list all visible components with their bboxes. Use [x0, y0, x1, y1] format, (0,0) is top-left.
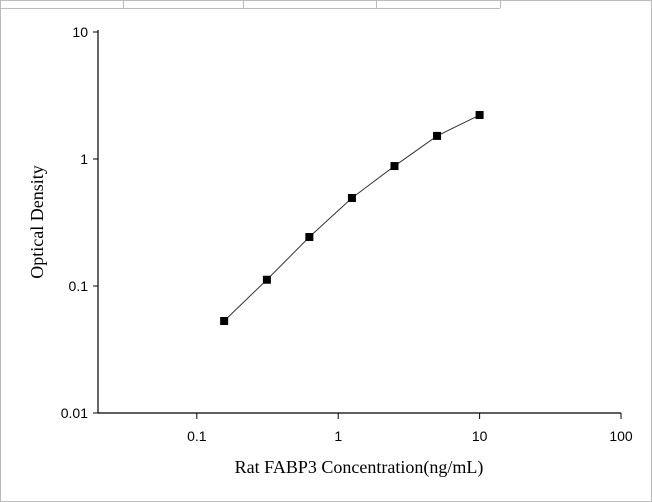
- x-tick-label: 100: [609, 428, 633, 444]
- table-fragment: [0, 0, 501, 9]
- y-tick-label: 10: [72, 24, 88, 40]
- x-tick-label: 10: [472, 428, 488, 444]
- data-point: [220, 317, 229, 326]
- y-tick-label: 0.01: [61, 405, 88, 421]
- data-point: [347, 194, 356, 203]
- data-point: [305, 233, 314, 242]
- x-tick-label: 1: [334, 428, 342, 444]
- data-point: [475, 111, 484, 120]
- y-tick-label: 1: [80, 151, 88, 167]
- data-point: [390, 162, 399, 171]
- y-tick-label: 0.1: [69, 278, 89, 294]
- x-tick-label: 0.1: [187, 428, 207, 444]
- x-axis-title: Rat FABP3 Concentration(ng/mL): [235, 457, 484, 478]
- data-point: [433, 131, 442, 140]
- y-axis-title: Optical Density: [27, 165, 47, 278]
- data-point: [262, 275, 271, 284]
